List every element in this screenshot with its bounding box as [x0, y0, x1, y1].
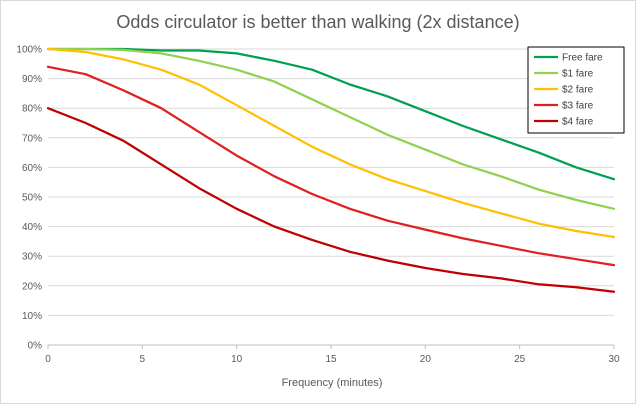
y-tick-label: 50%: [22, 193, 42, 204]
chart-title: Odds circulator is better than walking (…: [116, 12, 519, 32]
legend-label: Free fare: [562, 53, 603, 64]
x-tick-label: 5: [140, 354, 146, 365]
y-tick-label: 80%: [22, 104, 42, 115]
y-tick-label: 20%: [22, 281, 42, 292]
series-line: [46, 47, 616, 181]
y-tick-label: 10%: [22, 311, 42, 322]
x-tick-label: 25: [514, 354, 526, 365]
y-tick-label: 100%: [16, 45, 42, 56]
series-line: [46, 107, 616, 293]
series-line: [46, 47, 616, 239]
x-tick-label: 10: [231, 354, 243, 365]
x-tick-label: 20: [420, 354, 432, 365]
y-tick-label: 70%: [22, 133, 42, 144]
series-line: [46, 65, 616, 267]
x-tick-label: 15: [325, 354, 337, 365]
x-axis-title: Frequency (minutes): [282, 377, 383, 389]
y-axis-ticks: 0% 10% 20% 30% 40% 50% 60% 70% 80% 90% 100%: [16, 45, 42, 352]
y-tick-label: 40%: [22, 222, 42, 233]
y-tick-label: 90%: [22, 74, 42, 85]
legend-label: $3 fare: [562, 101, 594, 112]
legend-label: $1 fare: [562, 69, 594, 80]
y-tick-label: 0%: [28, 341, 43, 352]
legend-label: $2 fare: [562, 85, 594, 96]
x-axis-ticks: 0 5 10 15 20 25 30: [45, 345, 620, 365]
series-lines: [46, 47, 616, 293]
legend-label: $4 fare: [562, 117, 594, 128]
x-tick-label: 30: [608, 354, 620, 365]
legend: Free fare $1 fare $2 fare $3 fare $4 fare: [527, 46, 625, 134]
x-tick-label: 0: [45, 354, 51, 365]
series-line: [46, 47, 616, 210]
y-tick-label: 60%: [22, 163, 42, 174]
y-tick-label: 30%: [22, 252, 42, 263]
